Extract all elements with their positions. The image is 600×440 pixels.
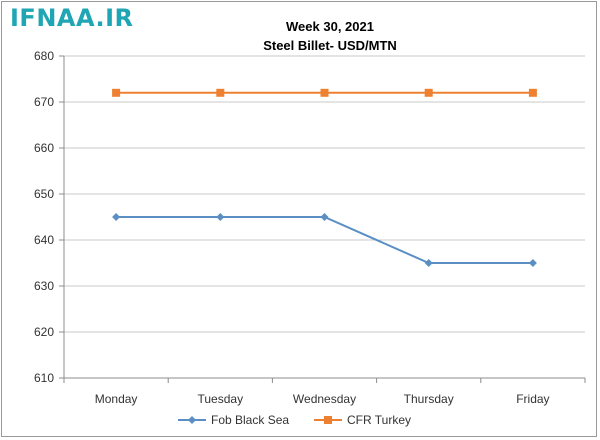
x-tick-friday: Friday [516,392,549,406]
legend-marker-cfr-turkey [324,416,332,424]
point-fob-black-sea-monday [112,213,121,221]
y-tick-680: 680 [34,49,54,63]
y-tick-620: 620 [34,325,54,339]
brand-logo: IFNAA.IR [10,4,134,32]
y-tick-640: 640 [34,233,54,247]
y-tick-670: 670 [34,95,54,109]
x-tick-thursday: Thursday [404,392,454,406]
x-tick-tuesday: Tuesday [198,392,244,406]
point-cfr-turkey-wednesday [320,88,329,97]
point-fob-black-sea-thursday [424,259,433,267]
axes [59,55,586,383]
y-tick-650: 650 [34,187,54,201]
point-cfr-turkey-friday [528,88,537,97]
y-tick-labels: 610 620 630 640 650 660 670 680 [34,49,54,385]
x-tick-monday: Monday [95,392,138,406]
point-cfr-turkey-thursday [424,88,433,97]
series-group [112,88,537,267]
y-tick-660: 660 [34,141,54,155]
x-tick-wednesday: Wednesday [293,392,356,406]
series-cfr-turkey [112,88,537,97]
point-cfr-turkey-tuesday [216,88,225,97]
point-fob-black-sea-wednesday [320,213,329,221]
legend-label-fob-black-sea: Fob Black Sea [211,413,289,427]
point-fob-black-sea-tuesday [216,213,225,221]
point-cfr-turkey-monday [112,88,121,97]
legend-marker-fob-black-sea [188,416,196,424]
chart-subtitle: Steel Billet- USD/MTN [263,38,397,53]
gridlines [64,55,585,333]
point-fob-black-sea-friday [528,259,537,267]
chart-title: Week 30, 2021 [286,19,374,34]
y-tick-630: 630 [34,279,54,293]
y-tick-610: 610 [34,371,54,385]
series-fob-black-sea [112,213,537,267]
x-tick-labels: Monday Tuesday Wednesday Thursday Friday [95,392,550,406]
legend: Fob Black Sea CFR Turkey [178,413,411,427]
legend-item-cfr-turkey: CFR Turkey [314,413,411,427]
legend-label-cfr-turkey: CFR Turkey [347,413,411,427]
legend-item-fob-black-sea: Fob Black Sea [178,413,289,427]
